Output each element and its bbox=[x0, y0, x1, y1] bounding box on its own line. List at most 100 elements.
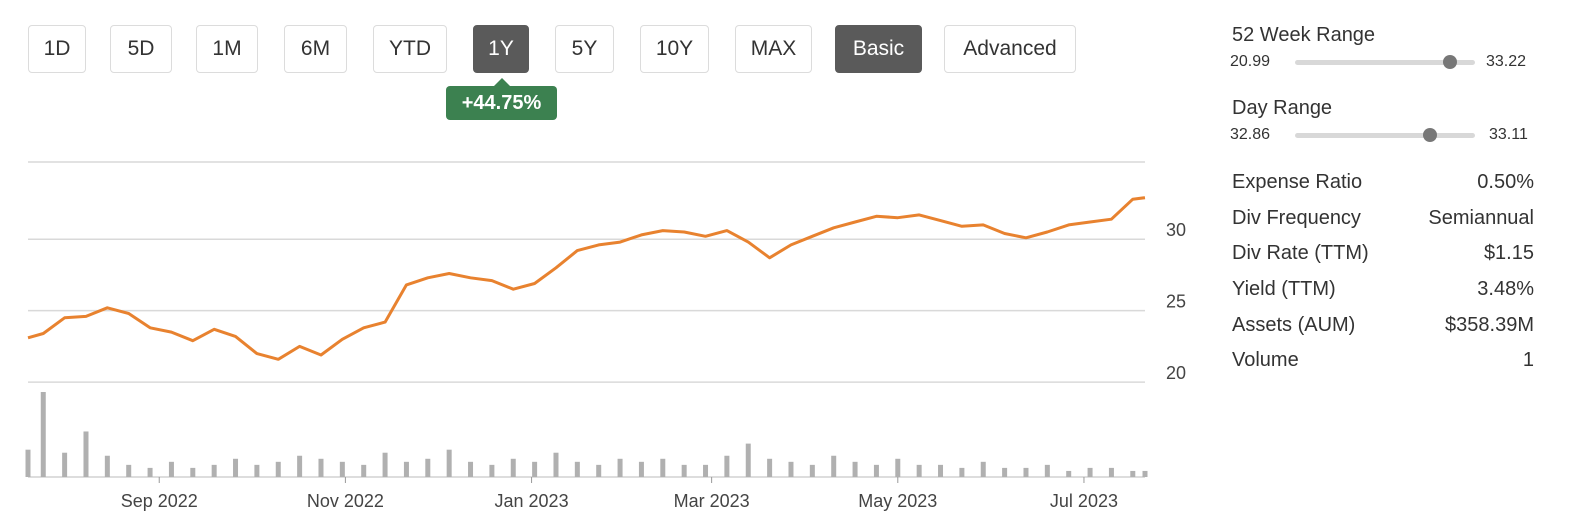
volume-bar bbox=[916, 464, 922, 477]
volume-bar bbox=[297, 455, 303, 477]
stat-row-assets: Assets (AUM) $358.39M bbox=[1232, 314, 1534, 337]
y-tick-label: 25 bbox=[1166, 292, 1186, 312]
stat-label: Volume bbox=[1232, 349, 1299, 371]
volume-bar bbox=[574, 461, 580, 477]
volume-bar bbox=[638, 461, 644, 477]
volume-bar bbox=[318, 458, 324, 477]
volume-bar bbox=[62, 452, 68, 477]
volume-bar bbox=[382, 452, 388, 477]
range-button-6m[interactable]: 6M bbox=[284, 25, 347, 73]
volume-bar bbox=[40, 392, 46, 477]
change-badge: +44.75% bbox=[446, 78, 557, 120]
volume-bar bbox=[489, 464, 495, 477]
volume-bar bbox=[596, 464, 602, 477]
price-chart[interactable]: 20 25 30 Sep 2022 Nov 2022 Jan 2023 Mar 2023 M… bbox=[0, 0, 1200, 528]
volume-bar bbox=[724, 455, 730, 477]
volume-bar bbox=[1087, 467, 1093, 477]
volume-bar bbox=[446, 449, 452, 477]
volume-bar bbox=[275, 461, 281, 477]
volume-bar bbox=[660, 458, 666, 477]
volume-bar bbox=[809, 464, 815, 477]
volume-bar bbox=[532, 461, 538, 477]
volume-bar bbox=[254, 464, 260, 477]
x-tick-label: Jan 2023 bbox=[495, 491, 569, 511]
volume-bar bbox=[1142, 470, 1148, 477]
range-button-1m[interactable]: 1M bbox=[196, 25, 258, 73]
x-tick-label: Nov 2022 bbox=[307, 491, 384, 511]
range-button-5y[interactable]: 5Y bbox=[555, 25, 614, 73]
stat-label: Assets (AUM) bbox=[1232, 314, 1356, 336]
price-line bbox=[27, 196, 1146, 361]
volume-bar bbox=[980, 461, 986, 477]
volume-bar bbox=[403, 461, 409, 477]
stat-value: Semiannual bbox=[1428, 207, 1534, 229]
volume-bar bbox=[1002, 467, 1008, 477]
volume-bar bbox=[510, 458, 516, 477]
range-button-1y[interactable]: 1Y bbox=[473, 25, 529, 73]
volume-bar bbox=[788, 461, 794, 477]
volume-bar bbox=[147, 467, 153, 477]
day-track bbox=[1295, 128, 1475, 142]
day-high: 33.11 bbox=[1489, 126, 1528, 143]
stat-label: Expense Ratio bbox=[1232, 171, 1363, 193]
x-tick-label: Jul 2023 bbox=[1050, 491, 1118, 511]
y-tick-label: 20 bbox=[1166, 363, 1186, 383]
volume-bars bbox=[25, 392, 1148, 477]
volume-bar bbox=[553, 452, 559, 477]
volume-bar bbox=[703, 464, 709, 477]
stat-value: $1.15 bbox=[1483, 242, 1534, 264]
stat-value: 3.48% bbox=[1477, 278, 1534, 300]
x-tick-label: Sep 2022 bbox=[121, 491, 198, 511]
volume-bar bbox=[873, 464, 879, 477]
x-tick-label: Mar 2023 bbox=[674, 491, 750, 511]
chart-grid bbox=[28, 161, 1145, 478]
volume-bar bbox=[895, 458, 901, 477]
day-low: 32.86 bbox=[1230, 126, 1271, 143]
stat-value: 0.50% bbox=[1477, 171, 1534, 193]
volume-bar bbox=[1023, 467, 1029, 477]
volume-bar bbox=[745, 443, 751, 477]
range-button-5d[interactable]: 5D bbox=[110, 25, 172, 73]
volume-bar bbox=[468, 461, 474, 477]
volume-bar bbox=[1044, 464, 1050, 477]
mode-button-advanced[interactable]: Advanced bbox=[944, 25, 1076, 73]
y-axis-ticks: 20 25 30 bbox=[1166, 220, 1186, 383]
volume-bar bbox=[83, 431, 89, 477]
volume-bar bbox=[852, 461, 858, 477]
volume-bar bbox=[959, 467, 965, 477]
stat-row-div-frequency: Div Frequency Semiannual bbox=[1232, 207, 1534, 230]
volume-bar bbox=[767, 458, 773, 477]
range-button-10y[interactable]: 10Y bbox=[640, 25, 709, 73]
stat-row-volume: Volume 1 bbox=[1232, 349, 1534, 372]
range-button-ytd[interactable]: YTD bbox=[373, 25, 447, 73]
day-marker bbox=[1423, 128, 1437, 142]
week52-low: 20.99 bbox=[1230, 53, 1271, 70]
volume-bar bbox=[1108, 467, 1114, 477]
stat-value: 1 bbox=[1522, 349, 1534, 371]
stat-row-yield: Yield (TTM) 3.48% bbox=[1232, 278, 1534, 301]
stat-row-expense-ratio: Expense Ratio 0.50% bbox=[1232, 171, 1534, 194]
y-tick-label: 30 bbox=[1166, 220, 1186, 240]
volume-bar bbox=[425, 458, 431, 477]
day-range-label: Day Range bbox=[1232, 97, 1333, 119]
volume-bar bbox=[1130, 470, 1136, 477]
week52-marker bbox=[1442, 55, 1457, 69]
volume-bar bbox=[339, 461, 345, 477]
stat-label: Div Rate (TTM) bbox=[1232, 242, 1369, 264]
volume-bar bbox=[233, 458, 239, 477]
volume-bar bbox=[190, 467, 196, 477]
volume-bar bbox=[617, 458, 623, 477]
volume-bar bbox=[681, 464, 687, 477]
volume-bar bbox=[126, 464, 132, 477]
volume-bar bbox=[831, 455, 837, 477]
mode-button-basic[interactable]: Basic bbox=[835, 25, 922, 73]
week52-range-label: 52 Week Range bbox=[1232, 24, 1376, 46]
volume-bar bbox=[211, 464, 217, 477]
range-button-1d[interactable]: 1D bbox=[28, 25, 86, 73]
volume-bar bbox=[104, 455, 110, 477]
volume-bar bbox=[1066, 470, 1072, 477]
stat-label: Yield (TTM) bbox=[1232, 278, 1336, 300]
range-button-max[interactable]: MAX bbox=[735, 25, 812, 73]
volume-bar bbox=[938, 464, 944, 477]
week52-high: 33.22 bbox=[1486, 53, 1527, 70]
